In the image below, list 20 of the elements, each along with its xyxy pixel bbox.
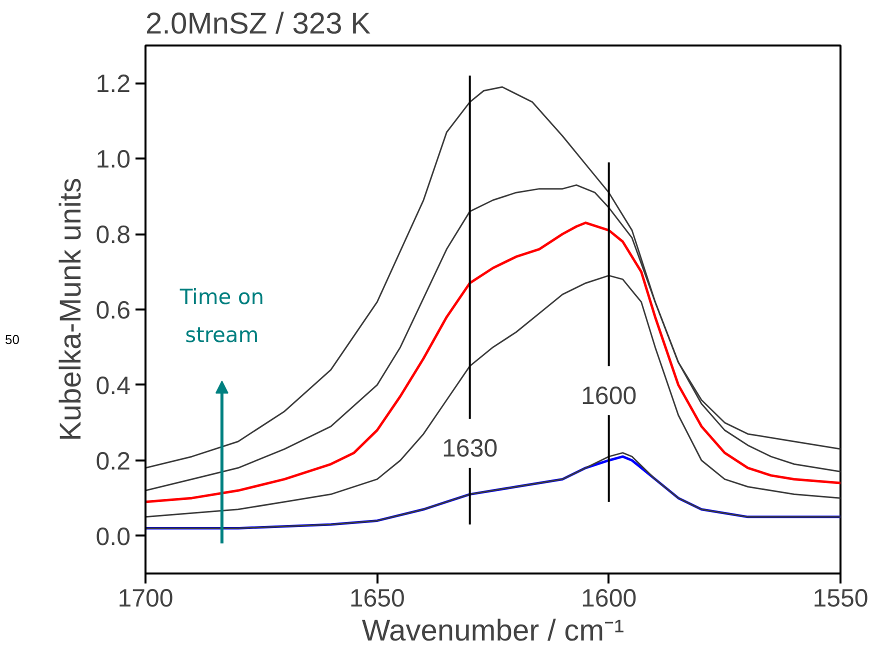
y-tick-label: 0.4	[96, 372, 131, 400]
y-tick-label: 0.0	[96, 522, 131, 551]
annotation: Time on stream	[178, 284, 264, 348]
x-tick-label: 1700	[118, 584, 174, 612]
x-axis-title: Wavenumber / cm⁻¹	[362, 614, 624, 648]
x-tick-label: 1600	[581, 584, 637, 612]
y-tick-label: 0.6	[96, 296, 131, 324]
y-tick-label: 0.2	[96, 447, 131, 476]
ref-line-label: 1600	[581, 382, 637, 410]
ref-line-label: 1630	[442, 434, 498, 463]
y-axis-title: Kubelka-Munk units	[54, 178, 88, 442]
x-tick-label: 1550	[812, 584, 868, 612]
chart-title: 2.0MnSZ / 323 K	[146, 8, 371, 40]
text: 50	[5, 331, 20, 349]
line-series	[146, 222, 840, 504]
x-tick-label: 1650	[349, 584, 405, 612]
y-tick-label: 1.2	[96, 70, 131, 98]
y-tick-label: 0.8	[96, 221, 131, 250]
y-tick-label: 1.0	[96, 146, 131, 174]
line-series	[146, 274, 840, 518]
